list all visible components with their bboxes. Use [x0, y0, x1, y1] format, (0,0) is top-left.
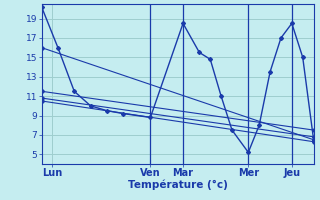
X-axis label: Température (°c): Température (°c) — [128, 180, 228, 190]
